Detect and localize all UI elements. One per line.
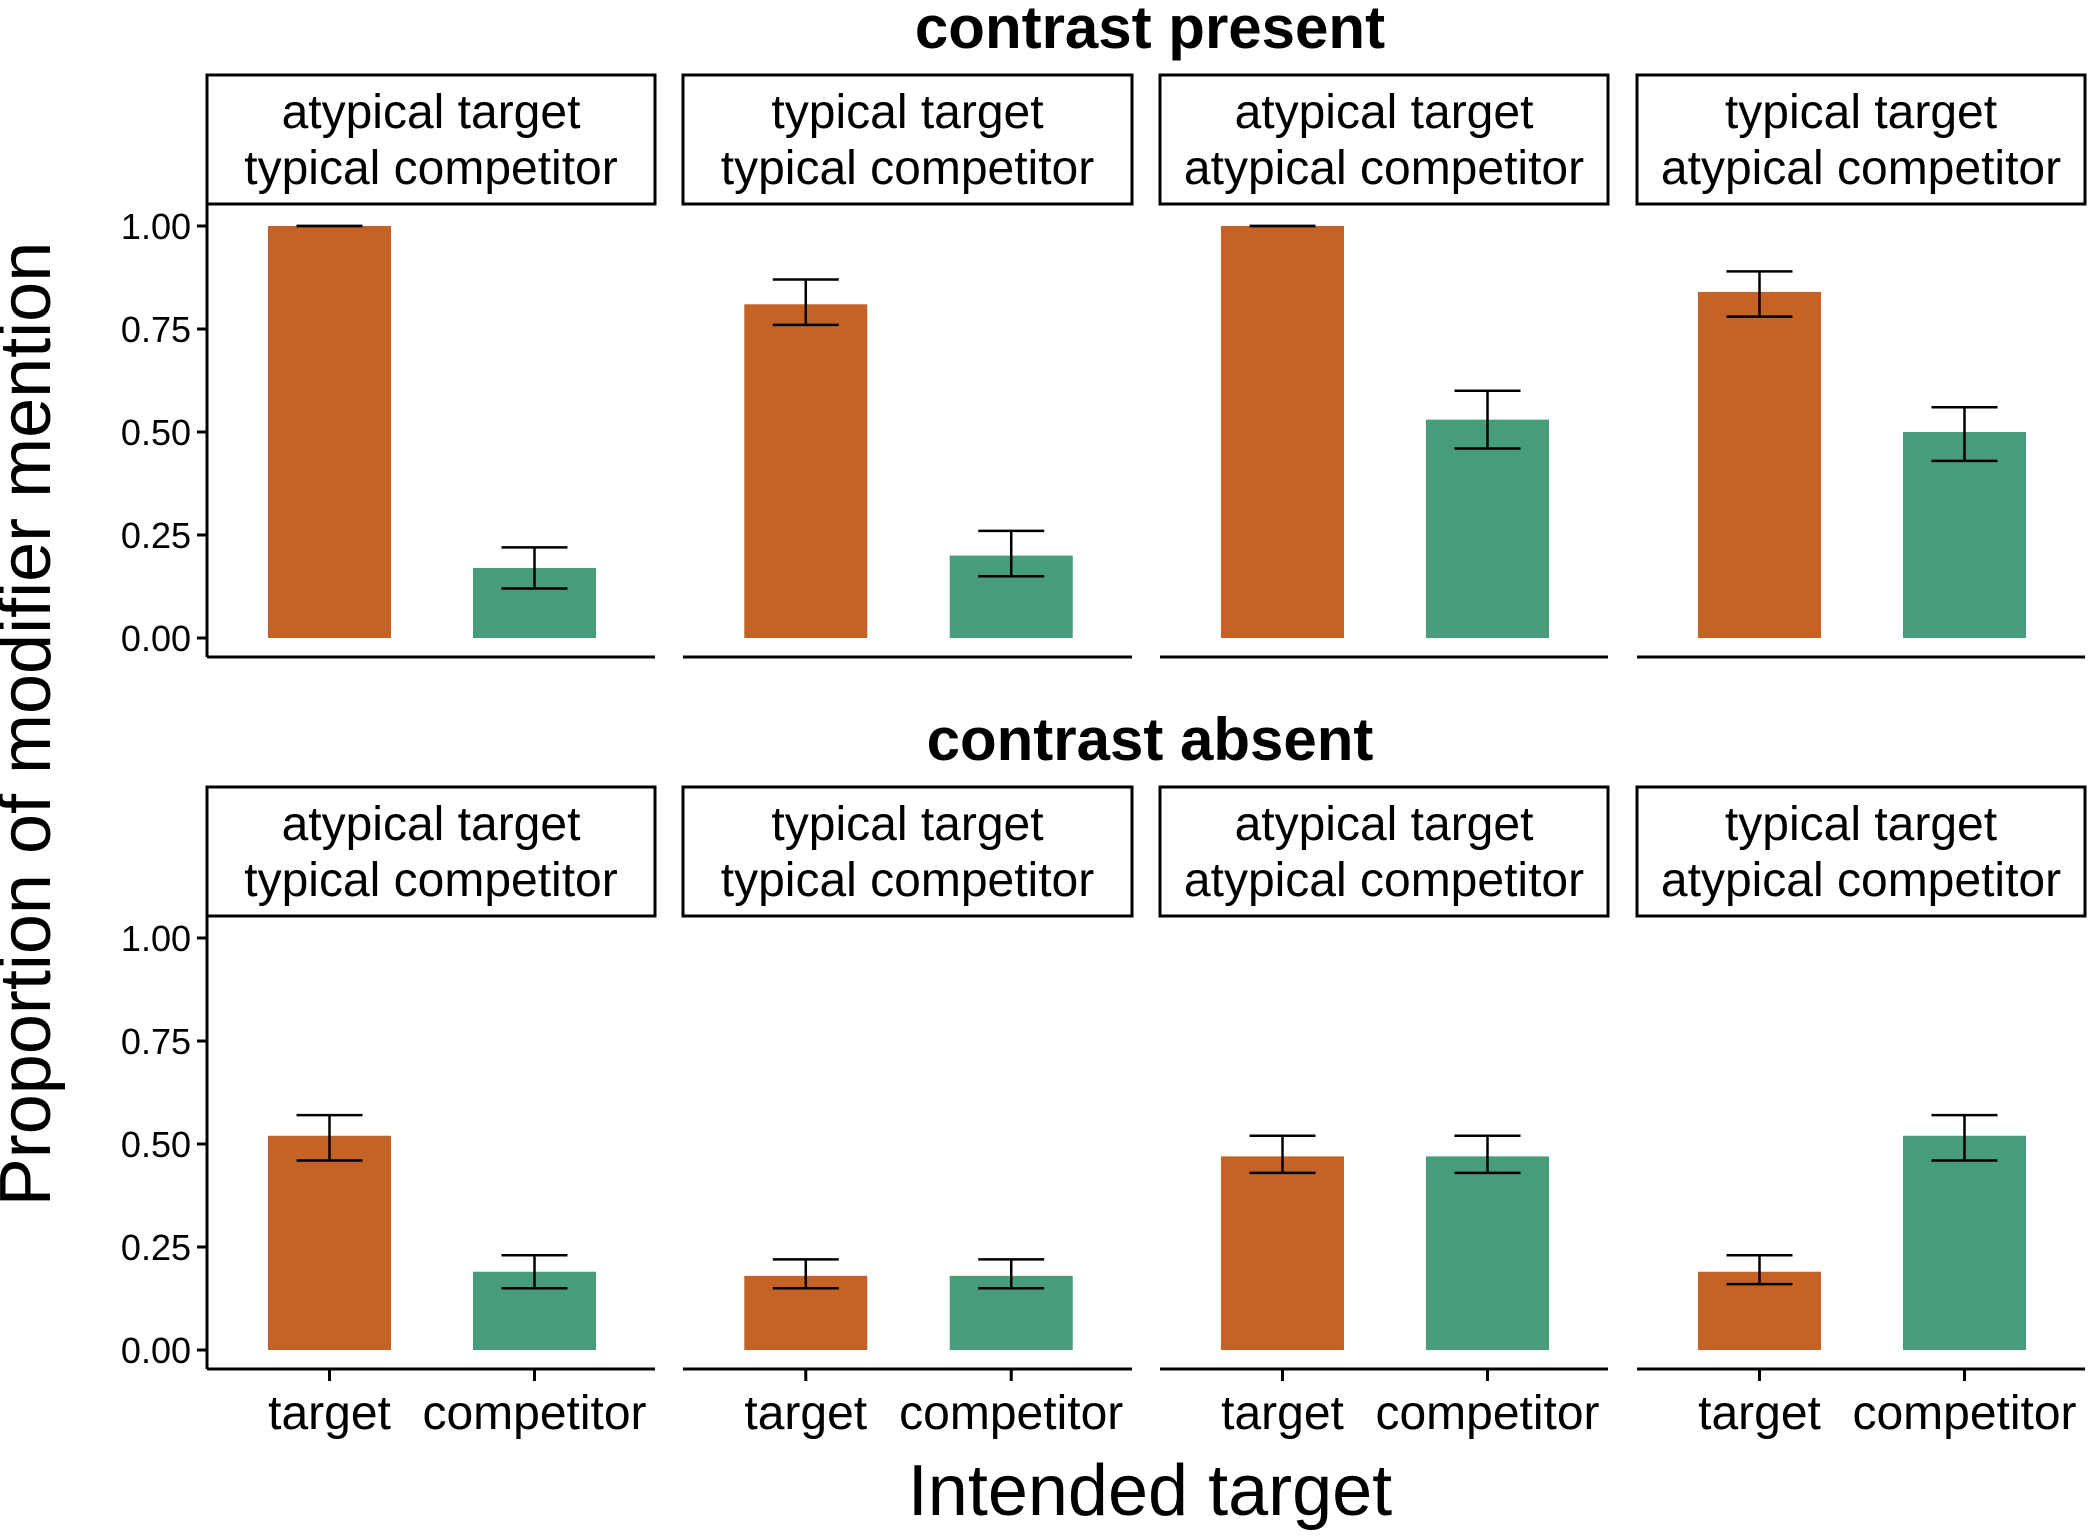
facet-strip [1635, 785, 2087, 918]
x-tick-label: target [1698, 1387, 1821, 1440]
facet-strip [681, 73, 1134, 206]
y-tick-label: 1.00 [121, 206, 191, 247]
bar-target [268, 1135, 391, 1350]
y-tick-label: 0.00 [121, 618, 191, 659]
facet-strip-label: typical competitor [721, 142, 1094, 195]
facet-strip-label: typical target [1725, 86, 1997, 139]
facet-strip [1158, 73, 1610, 206]
facet-strip-label: atypical competitor [1661, 142, 2061, 195]
x-axis-title: Intended target [908, 1451, 1392, 1531]
facet-row-1: contrast absent 0.00 0.25 0.50 0.75 1.00 atypi… [121, 706, 2087, 1440]
y-tick-label: 0.75 [121, 1021, 191, 1062]
facet-strip-label: atypical competitor [1184, 854, 1584, 907]
x-tick-label: target [744, 1387, 867, 1440]
facet-strip-label: typical target [771, 798, 1043, 851]
x-tick-label: competitor [422, 1387, 646, 1440]
y-tick-label: 0.25 [121, 515, 191, 556]
facet-strip-label: atypical target [1235, 86, 1534, 139]
y-tick-label: 0.50 [121, 412, 191, 453]
facet-strip [1158, 785, 1610, 918]
y-axis-title: Proportion of modifier mention [0, 242, 66, 1206]
bar-target [1221, 1156, 1344, 1350]
facet-strip-label: atypical competitor [1661, 854, 2061, 907]
x-tick-label: competitor [899, 1387, 1123, 1440]
facet-strip [681, 785, 1134, 918]
chart-rows: contrast present 0.00 0.25 0.50 0.75 1.00 atyp… [121, 0, 2087, 1440]
x-tick-label: target [268, 1387, 391, 1440]
y-tick-label: 0.00 [121, 1330, 191, 1371]
bar-target [1698, 291, 1821, 638]
facet-strip [205, 73, 657, 206]
facet-strip-label: atypical competitor [1184, 142, 1584, 195]
facet-strip [1635, 73, 2087, 206]
y-tick-label: 0.50 [121, 1124, 191, 1165]
bar-competitor [1426, 419, 1549, 638]
bar-competitor [1426, 1156, 1549, 1350]
x-tick-label: competitor [1852, 1387, 2076, 1440]
facet-strip-label: typical competitor [244, 854, 617, 907]
bar-competitor [1903, 1135, 2026, 1350]
facet-row-0: contrast present 0.00 0.25 0.50 0.75 1.00 atyp… [121, 0, 2087, 659]
y-tick-label: 0.75 [121, 309, 191, 350]
bar-target [1221, 226, 1344, 638]
bar-target [744, 304, 868, 638]
facet-strip [205, 785, 657, 918]
row-title: contrast absent [927, 706, 1374, 773]
y-tick-label: 1.00 [121, 918, 191, 959]
facet-strip-label: typical target [1725, 798, 1997, 851]
x-tick-label: target [1221, 1387, 1344, 1440]
row-title: contrast present [915, 0, 1385, 61]
bar-competitor [1903, 432, 2026, 638]
facet-strip-label: typical competitor [721, 854, 1094, 907]
facet-strip-label: typical competitor [244, 142, 617, 195]
facet-strip-label: atypical target [282, 86, 581, 139]
bar-target [268, 226, 391, 638]
y-tick-label: 0.25 [121, 1227, 191, 1268]
x-tick-label: competitor [1375, 1387, 1599, 1440]
facet-strip-label: typical target [771, 86, 1043, 139]
facet-strip-label: atypical target [282, 798, 581, 851]
facet-strip-label: atypical target [1235, 798, 1534, 851]
